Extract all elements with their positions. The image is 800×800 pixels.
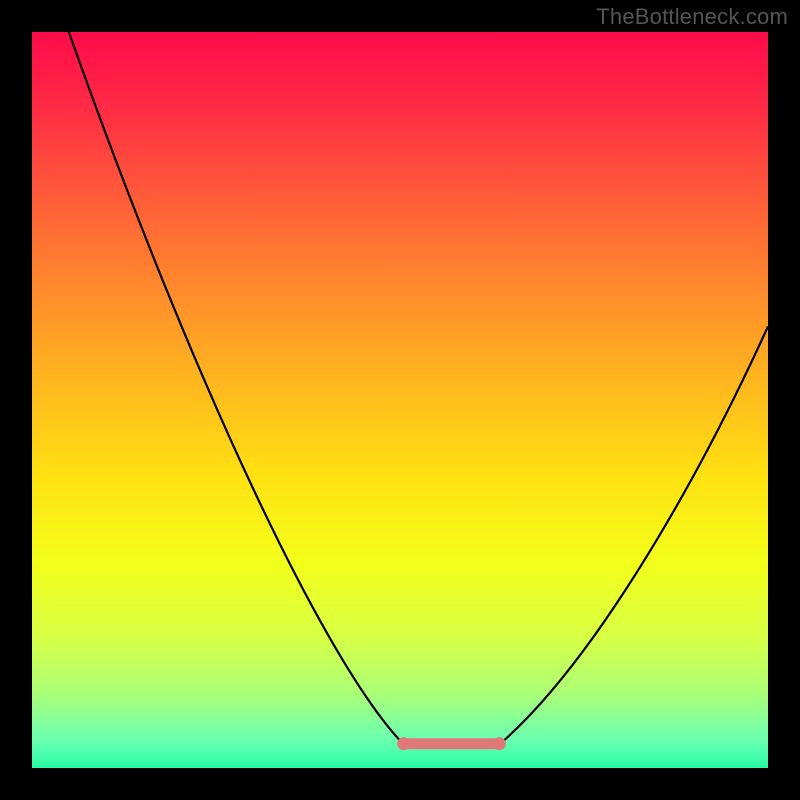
optimal-range-dot-left	[397, 737, 410, 750]
watermark-text: TheBottleneck.com	[596, 4, 788, 30]
chart-root: TheBottleneck.com	[0, 0, 800, 800]
bottleneck-chart	[0, 0, 800, 800]
plot-background	[32, 32, 768, 768]
optimal-range-dot-right	[493, 737, 506, 750]
